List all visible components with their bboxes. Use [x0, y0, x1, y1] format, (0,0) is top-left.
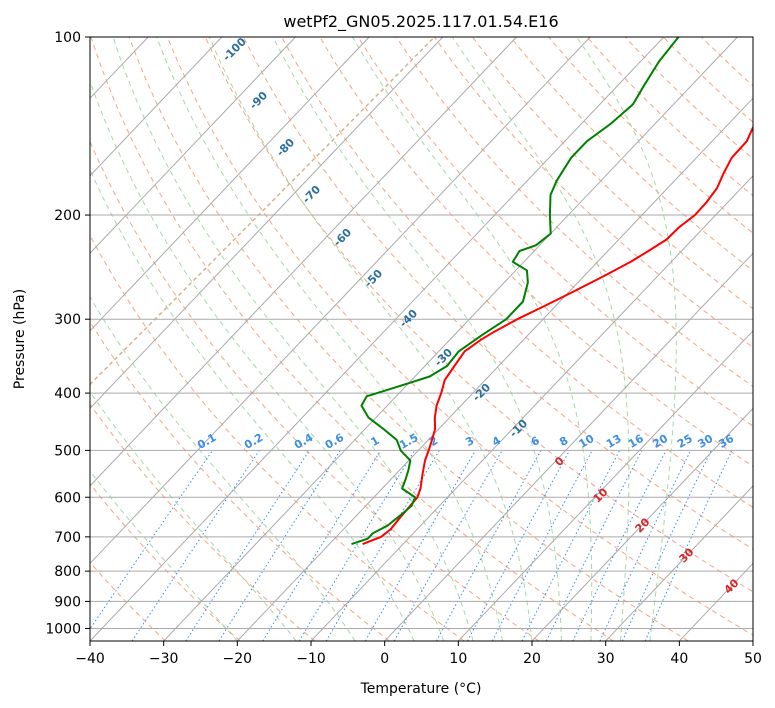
dry-adiabat-line [586, 37, 753, 197]
mixing-ratio-line [572, 450, 667, 641]
x-tick-label: 50 [744, 651, 762, 667]
grid-lines [90, 37, 753, 641]
x-tick-label: 20 [523, 651, 541, 667]
mixing-ratio-line [621, 450, 712, 641]
x-tick-label: −40 [75, 651, 105, 667]
x-tick-label: −10 [296, 651, 326, 667]
y-axis-label: Pressure (hPa) [12, 289, 28, 389]
isotherm-line [90, 37, 370, 332]
mixing-ratio-line [393, 450, 503, 641]
isotherm-line [531, 407, 753, 641]
isotherm-line [384, 252, 753, 641]
x-axis: −40 −30 −20 −10 0 10 20 30 40 50 [75, 641, 762, 667]
profile-series [351, 37, 753, 546]
mixing-ratio-line [298, 450, 416, 641]
mixing-ratio-line [545, 450, 643, 641]
moist-adiabat-line [576, 37, 677, 641]
moist-adiabat-line [156, 37, 503, 641]
y-tick-label: 900 [54, 594, 81, 610]
moist-adiabats [90, 37, 677, 641]
y-axis: 100 200 300 400 500 600 700 800 900 1000 [45, 30, 90, 637]
dry-adiabat-line [357, 37, 753, 427]
x-tick-label: 0 [380, 651, 389, 667]
dry-adiabat-line [510, 37, 753, 272]
x-axis-label: Temperature (°C) [360, 681, 482, 697]
dry-adiabat-line [395, 37, 753, 388]
dry-adiabat-line [281, 37, 753, 509]
freezing-curve [90, 37, 435, 386]
dry-adiabats [90, 37, 753, 641]
dry-adiabat-line [90, 140, 540, 641]
dry-adiabat-line [624, 37, 753, 160]
mixing-ratio-line [218, 450, 341, 641]
mixing-ratio-line [90, 450, 214, 630]
y-tick-label: 200 [54, 208, 81, 224]
mixing-ratio-line [364, 450, 477, 641]
x-tick-label: −20 [223, 651, 253, 667]
y-tick-label: 800 [54, 564, 81, 580]
dewpoint-profile-line [351, 37, 680, 546]
dry-adiabat-line [90, 234, 465, 641]
isotherm-line [605, 485, 753, 641]
isotherm-line [310, 175, 753, 641]
y-tick-label: 1000 [45, 621, 81, 637]
moist-adiabat-line [90, 470, 238, 641]
x-tick-label: 40 [670, 651, 688, 667]
moist-adiabat-line [90, 168, 415, 641]
isotherm-line [90, 37, 591, 565]
x-tick-label: 10 [449, 651, 467, 667]
mixing-ratio-lines [90, 450, 733, 641]
x-tick-label: −30 [149, 651, 179, 667]
plot-area: 0.1 0.2 0.4 0.6 1 1.5 2 3 4 6 8 10 13 16 20 25 30 36-100-… [90, 37, 753, 641]
moist-adiabat-line [90, 391, 297, 641]
moist-adiabat-line [90, 79, 445, 641]
y-tick-label: 700 [54, 530, 81, 546]
isotherm-line [90, 37, 665, 641]
y-tick-label: 600 [54, 490, 81, 506]
dry-adiabat-line [128, 37, 689, 641]
dry-adiabat-line [243, 37, 753, 550]
isotherm-line [90, 37, 517, 487]
mixing-ratio-line [325, 450, 440, 641]
mixing-ratio-line [185, 450, 310, 641]
dry-adiabat-line [204, 37, 753, 593]
isotherm-line [90, 37, 296, 255]
mixing-ratio-line [262, 450, 382, 641]
moist-adiabat-line [90, 296, 356, 641]
x-tick-label: 30 [597, 651, 615, 667]
moist-adiabat-line [208, 37, 533, 641]
dry-adiabat-line [319, 37, 753, 468]
mixing-ratio-line [599, 450, 692, 641]
moist-adiabat-line [451, 37, 630, 641]
moist-adiabat-line [272, 37, 562, 641]
y-tick-label: 100 [54, 30, 81, 46]
dry-adiabat-line [90, 320, 390, 641]
isotherm-line [90, 37, 444, 410]
y-tick-label: 300 [54, 312, 81, 328]
moist-adiabat-line [112, 37, 474, 641]
y-tick-label: 500 [54, 443, 81, 459]
mixing-ratio-line [435, 450, 542, 641]
moist-adiabat-line [351, 37, 593, 641]
dry-adiabat-line [433, 37, 753, 348]
y-tick-label: 400 [54, 386, 81, 402]
chart-title: wetPf2_GN05.2025.117.01.54.E16 [283, 12, 558, 32]
isotherm-line [90, 37, 223, 177]
plot-frame [89, 36, 754, 642]
isotherm-line [236, 97, 753, 641]
dry-adiabat-line [548, 37, 753, 234]
dry-adiabat-line [166, 37, 753, 636]
mixing-ratio-line [644, 450, 733, 641]
dry-adiabat-line [90, 37, 614, 641]
isotherm-line [457, 330, 753, 641]
temperature-profile-line [362, 124, 753, 546]
isotherm-line [163, 37, 738, 641]
